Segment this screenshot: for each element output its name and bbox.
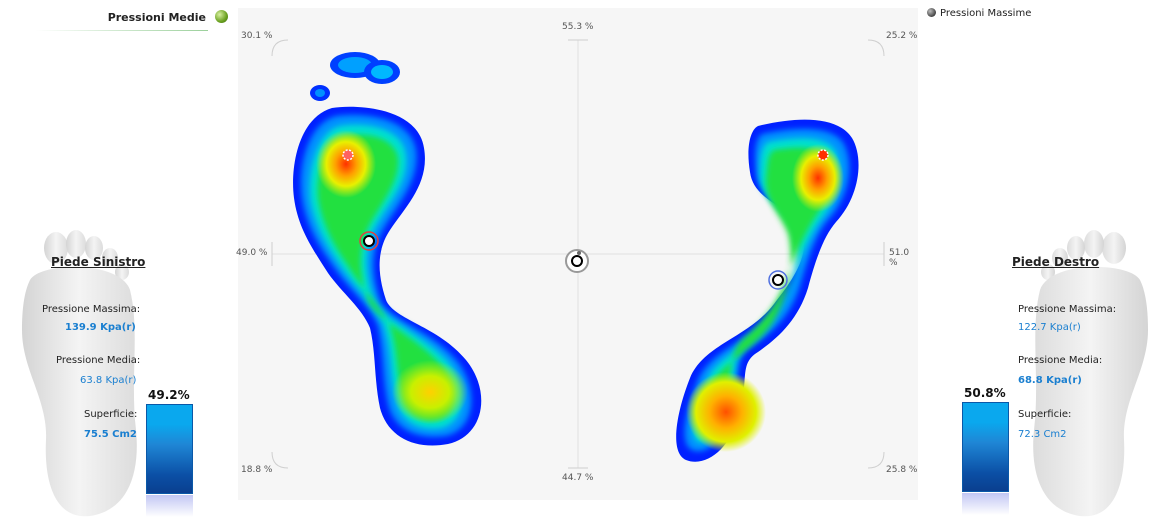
pct-top-left: 30.1 %	[241, 31, 273, 41]
left-foot-title: Piede Sinistro	[51, 255, 146, 269]
global-center-of-pressure-marker[interactable]	[565, 249, 589, 273]
left-max-pressure-value: 139.9 Kpa(r)	[65, 322, 136, 333]
right-mean-pressure-value: 68.8 Kpa(r)	[1018, 375, 1082, 386]
left-foot-silhouette-icon	[22, 230, 137, 517]
right-max-pressure-marker[interactable]	[817, 149, 829, 161]
left-surface-label: Superficie:	[84, 409, 138, 420]
left-mean-pressure-label: Pressione Media:	[56, 355, 141, 366]
pct-bottom-right: 25.8 %	[886, 465, 918, 475]
pct-left: 49.0 %	[236, 248, 268, 258]
right-mean-pressure-label: Pressione Media:	[1018, 355, 1103, 366]
legend-medie-label: Pressioni Medie	[107, 11, 206, 24]
right-foot-silhouette-icon	[1033, 230, 1148, 517]
left-surface-value: 75.5 Cm2	[84, 429, 137, 440]
legend-pressioni-medie[interactable]: Pressioni Medie	[36, 8, 230, 32]
left-mean-pressure-value: 63.8 Kpa(r)	[80, 375, 137, 386]
right-load-percent: 50.8%	[964, 386, 1006, 400]
left-load-percent: 49.2%	[148, 388, 190, 402]
right-forefoot-hotspot	[792, 144, 844, 212]
left-heel-area	[392, 360, 468, 424]
right-foot-title: Piede Destro	[1012, 255, 1100, 269]
markers	[342, 149, 829, 290]
pct-top-right: 25.2 %	[886, 31, 918, 41]
right-center-of-pressure-marker[interactable]	[768, 270, 788, 290]
left-foot-panel: Piede Sinistro Pressione Massima: 139.9 …	[0, 230, 200, 519]
pct-right: 51.0 %	[889, 248, 910, 268]
left-forefoot-hotspot	[316, 130, 376, 198]
left-center-of-pressure-marker[interactable]	[359, 231, 379, 251]
right-foot-panel: Piede Destro Pressione Massima: 122.7 Kp…	[960, 230, 1160, 519]
right-heel-hotspot	[686, 372, 766, 452]
right-max-pressure-value: 122.7 Kpa(r)	[1018, 322, 1081, 333]
right-max-pressure-label: Pressione Massima:	[1018, 304, 1117, 315]
left-load-bar-reflection	[146, 495, 193, 517]
left-max-pressure-label: Pressione Massima:	[42, 304, 141, 315]
pct-bottom: 44.7 %	[562, 473, 594, 483]
pct-bottom-left: 18.8 %	[241, 465, 273, 475]
right-load-bar-reflection	[962, 493, 1009, 515]
left-max-pressure-marker[interactable]	[342, 149, 354, 161]
right-surface-label: Superficie:	[1018, 409, 1072, 420]
pressure-map-svg	[271, 39, 885, 469]
right-foot-heatmap	[676, 119, 859, 462]
right-load-bar	[962, 402, 1009, 492]
right-surface-value: 72.3 Cm2	[1018, 429, 1067, 440]
legend-underline	[36, 30, 208, 31]
pressure-map-plot: 55.3 % 44.7 % 49.0 % 51.0 % 30.1 % 25.2 …	[236, 8, 918, 500]
green-dot-icon	[215, 10, 228, 23]
left-load-bar	[146, 404, 193, 494]
pct-top: 55.3 %	[562, 22, 594, 32]
gray-dot-icon	[927, 8, 936, 17]
legend-massime-label: Pressioni Massime	[940, 8, 1032, 19]
left-foot-heatmap	[293, 52, 482, 446]
legend-pressioni-massime[interactable]: Pressioni Massime	[927, 8, 1031, 19]
